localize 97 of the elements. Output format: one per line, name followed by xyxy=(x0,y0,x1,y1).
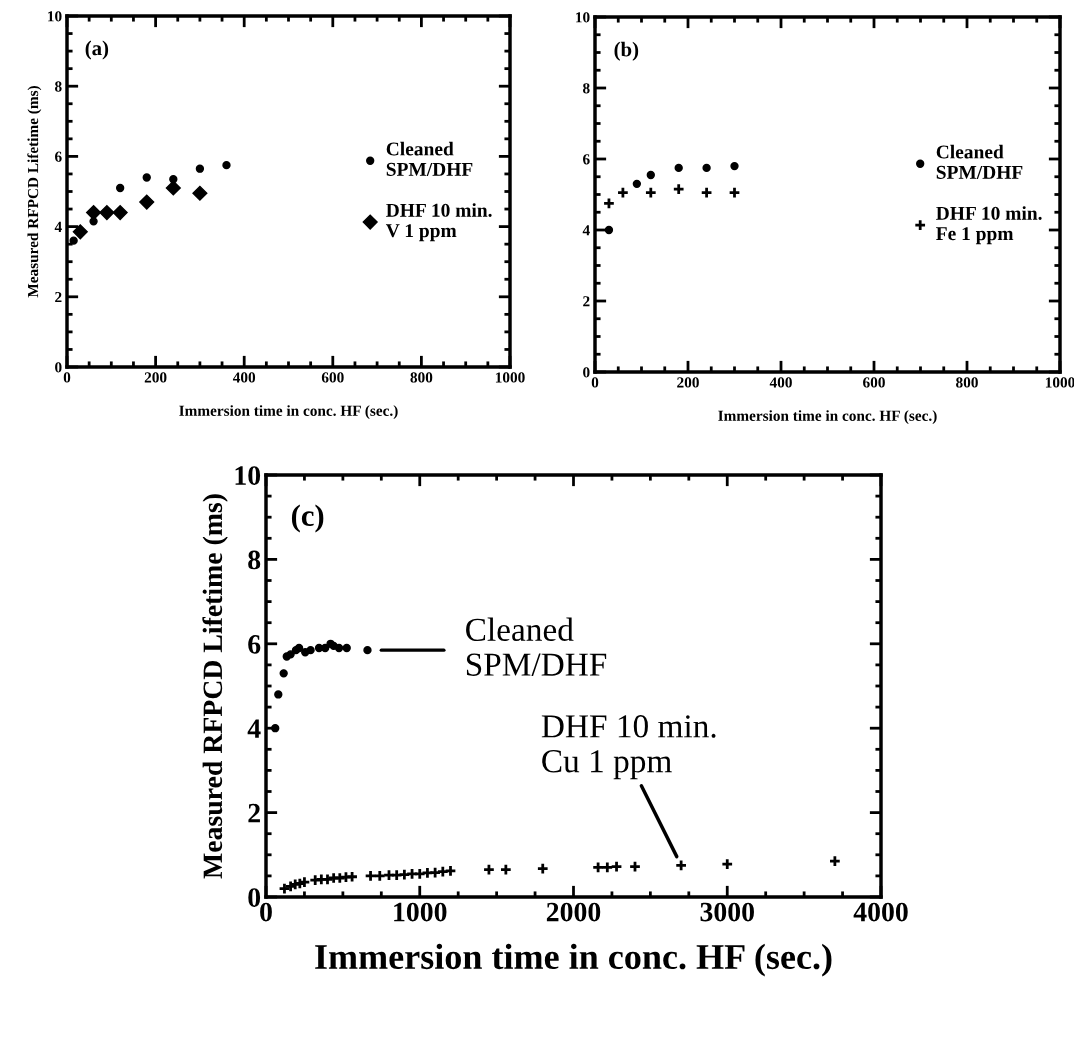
y-axis-title: Measured RFPCD Lifetime (ms) xyxy=(27,86,42,298)
point xyxy=(646,170,655,180)
point xyxy=(373,869,387,883)
y-tick-label: 0 xyxy=(55,362,62,373)
y-tick-label: 4 xyxy=(54,221,62,232)
y-tick-label: 10 xyxy=(576,12,590,23)
y-tick-label: 6 xyxy=(248,635,261,654)
annotation: (c) xyxy=(291,504,324,533)
y-tick-label: 0 xyxy=(248,888,261,907)
x-tick-label: 800 xyxy=(410,372,433,383)
y-tick-label: 2 xyxy=(583,296,590,307)
point xyxy=(610,860,623,873)
point xyxy=(363,645,372,655)
legend-label: Cleaned SPM/DHF xyxy=(386,141,473,176)
point xyxy=(604,225,614,235)
x-tick-label: 1000 xyxy=(394,902,447,922)
point xyxy=(721,857,734,871)
point xyxy=(482,863,496,876)
y-tick-label: 10 xyxy=(48,11,62,22)
point xyxy=(271,724,280,733)
point xyxy=(139,194,155,210)
x-tick-label: 4000 xyxy=(853,902,908,922)
legend-label: DHF 10 min. Fe 1 ppm xyxy=(936,206,1042,245)
point xyxy=(286,650,295,659)
y-tick-label: 8 xyxy=(55,81,62,92)
point xyxy=(69,236,78,245)
point xyxy=(644,186,658,199)
y-axis-title: Measured RFPCD Lifetime (ms) xyxy=(202,494,228,879)
x-tick-label: 200 xyxy=(144,372,167,383)
x-tick-label: 1000 xyxy=(1045,377,1074,388)
annotation: DHF 10 min. Cu 1 ppm xyxy=(541,715,716,780)
y-tick-label: 4 xyxy=(247,719,261,738)
y-tick-label: 8 xyxy=(248,550,261,570)
x-axis-title: Immersion time in conc. HF (sec.) xyxy=(315,943,832,977)
x-tick-label: 800 xyxy=(956,377,978,388)
point xyxy=(444,864,457,878)
point xyxy=(334,643,344,653)
x-tick-label: 600 xyxy=(863,377,885,388)
point xyxy=(672,182,685,196)
x-tick-label: 200 xyxy=(677,377,699,388)
point xyxy=(165,180,181,196)
point xyxy=(72,224,88,240)
x-tick-label: 2000 xyxy=(546,902,601,922)
point xyxy=(279,669,288,678)
point xyxy=(728,186,741,199)
x-tick-label: 400 xyxy=(769,377,792,388)
y-tick-label: 4 xyxy=(582,225,590,236)
point xyxy=(602,197,616,210)
annotation: Cleaned SPM/DHF xyxy=(466,617,607,676)
point xyxy=(428,866,442,879)
point xyxy=(321,643,330,653)
point xyxy=(674,859,688,872)
point xyxy=(306,645,315,655)
point xyxy=(390,868,403,882)
point xyxy=(436,865,450,878)
point xyxy=(192,185,208,201)
x-tick-label: 3000 xyxy=(700,902,754,922)
y-tick-label: 6 xyxy=(55,151,62,162)
point xyxy=(700,186,713,199)
point xyxy=(99,204,115,221)
point xyxy=(112,204,128,221)
x-tick-label: 400 xyxy=(232,372,256,383)
point xyxy=(413,867,426,881)
annotation: (a) xyxy=(85,40,109,60)
y-tick-label: 2 xyxy=(55,291,62,303)
point xyxy=(730,161,739,171)
point xyxy=(398,868,411,881)
point xyxy=(628,860,642,873)
x-tick-label: 0 xyxy=(63,372,71,383)
point xyxy=(674,163,683,173)
y-tick-label: 6 xyxy=(583,154,590,165)
point xyxy=(601,861,614,874)
annotation: (b) xyxy=(614,41,639,61)
point xyxy=(274,690,283,699)
point xyxy=(195,164,205,173)
x-axis-title: Immersion time in conc. HF (sec.) xyxy=(718,410,937,425)
legend-label: DHF 10 min. V 1 ppm xyxy=(385,203,492,242)
x-tick-label: 1000 xyxy=(495,372,525,383)
y-tick-label: 2 xyxy=(248,803,260,823)
x-tick-label: 600 xyxy=(321,372,344,383)
point xyxy=(115,183,125,193)
x-tick-label: 0 xyxy=(591,377,599,388)
point xyxy=(616,186,630,199)
point xyxy=(632,179,642,189)
x-axis-title: Immersion time in conc. HF (sec.) xyxy=(179,405,398,420)
point xyxy=(222,161,231,170)
point xyxy=(702,163,711,173)
y-tick-label: 10 xyxy=(235,466,261,485)
point xyxy=(364,869,377,883)
point xyxy=(536,862,549,875)
point xyxy=(142,173,151,182)
point xyxy=(591,861,605,874)
legend-label: Cleaned SPM/DHF xyxy=(936,144,1023,179)
point xyxy=(499,863,513,876)
y-tick-label: 8 xyxy=(583,83,590,94)
point xyxy=(342,643,351,653)
point xyxy=(828,854,842,868)
